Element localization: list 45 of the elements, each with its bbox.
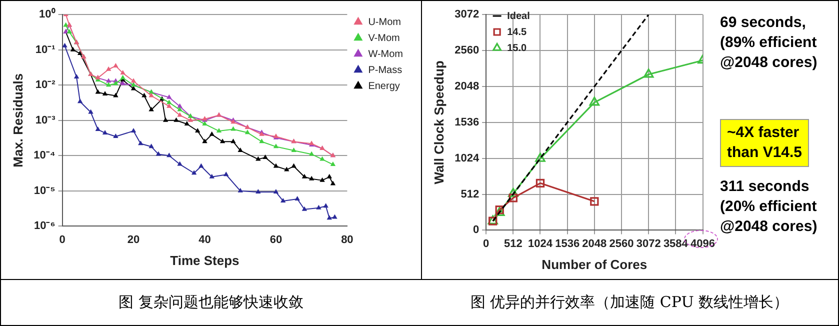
y-tick-label: 10⁻¹ [35,44,56,56]
y-tick-label: 10⁰ [39,8,56,21]
y-axis-title: Max. Residuals [10,73,26,168]
text: ~4X faster than V14.5 [720,119,810,167]
x-tick-label: 3584 [663,238,689,250]
x-tick-label: 60 [270,234,282,246]
x-tick-label: 1024 [528,238,554,250]
legend-label: P-Mass [368,64,402,76]
y-tick-label: 10⁻⁴ [34,150,56,162]
text: 图 复杂问题也能够快速收敛 [118,292,304,313]
x-tick-label: 40 [198,234,211,246]
y-tick-label: 10⁻⁵ [34,184,56,197]
x-tick-label: 4096 [690,238,716,250]
y-tick-label: 1536 [454,116,480,128]
x-tick-label: 512 [504,238,522,250]
y-tick-label: 10⁻⁶ [34,220,56,232]
y-tick-label: 10⁻³ [35,114,56,126]
x-tick-label: 80 [341,234,354,246]
text: 图 优异的并行效率（加速随 CPU 数线性增长） [469,292,790,313]
text: 69 seconds, (89% efficient @2048 cores) [720,13,818,73]
x-tick-label: 0 [59,234,66,246]
x-tick-label: 3072 [636,238,661,250]
y-tick-label: 2048 [454,80,480,92]
y-tick-label: 10⁻² [35,79,56,92]
legend-label: 14.5 [507,26,527,38]
x-tick-label: 2560 [609,238,634,250]
y-tick-label: 0 [472,224,480,236]
legend-label: V-Mom [368,32,400,44]
y-tick-label: 2560 [454,44,480,57]
x-axis-title: Time Steps [170,252,240,268]
text: 311 seconds (20% efficient @2048 cores) [720,177,818,237]
y-tick-label: 512 [460,188,480,200]
x-tick-label: 1536 [555,238,580,250]
y-tick-label: 1024 [454,152,480,164]
x-axis-title: Number of Cores [542,256,648,272]
legend-label: Energy [368,80,400,92]
x-tick-label: 2048 [582,238,607,250]
x-tick-label: 0 [483,238,490,250]
y-tick-label: 3072 [454,8,480,21]
legend-label: U-Mom [368,16,401,28]
x-tick-label: 20 [127,234,140,246]
legend-label: Ideal [507,10,530,22]
legend-label: 15.0 [507,42,527,54]
y-axis-title: Wall Clock Speedup [431,60,446,184]
legend-label: W-Mom [368,48,404,60]
